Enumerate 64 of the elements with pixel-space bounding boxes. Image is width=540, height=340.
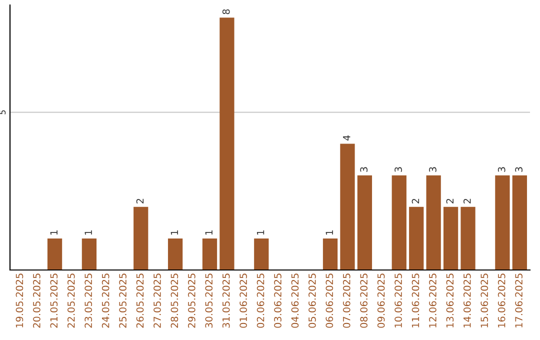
data-label: 1 bbox=[50, 230, 58, 235]
bar bbox=[340, 144, 355, 270]
data-label: 2 bbox=[463, 198, 471, 204]
data-label: 3 bbox=[498, 167, 506, 172]
bar bbox=[357, 175, 372, 270]
x-tick-label: 04.06.2025 bbox=[291, 274, 299, 328]
bar bbox=[202, 238, 218, 270]
x-tick-label: 22.05.2025 bbox=[67, 274, 75, 328]
x-tick-label: 09.06.2025 bbox=[377, 274, 385, 328]
x-tick-label: 27.05.2025 bbox=[154, 274, 161, 328]
x-tick-label: 01.06.2025 bbox=[240, 274, 247, 328]
bar bbox=[254, 238, 269, 270]
data-label: 2 bbox=[446, 198, 454, 204]
bar bbox=[426, 175, 441, 270]
x-tick-label: 11.06.2025 bbox=[412, 274, 420, 328]
data-label: 1 bbox=[205, 230, 212, 235]
x-tick-label: 15.06.2025 bbox=[480, 274, 488, 328]
bar bbox=[443, 206, 458, 270]
x-tick-label: 23.05.2025 bbox=[84, 274, 92, 328]
bar bbox=[512, 175, 527, 270]
x-tick-label: 13.06.2025 bbox=[446, 274, 454, 328]
x-tick-label: 10.06.2025 bbox=[394, 274, 402, 328]
bar bbox=[220, 18, 234, 270]
bar bbox=[82, 238, 97, 270]
bar bbox=[409, 206, 424, 270]
x-tick-label: 17.06.2025 bbox=[515, 274, 522, 328]
data-label: 3 bbox=[515, 167, 522, 172]
x-tick-label: 03.06.2025 bbox=[274, 274, 282, 328]
x-tick-label: 16.06.2025 bbox=[498, 274, 506, 328]
x-tick-label: 31.05.2025 bbox=[222, 274, 230, 328]
data-label: 3 bbox=[360, 167, 368, 172]
data-label: 1 bbox=[256, 230, 264, 235]
x-tick-label: 07.06.2025 bbox=[342, 274, 350, 328]
bar bbox=[322, 238, 338, 270]
x-tick-label: 29.05.2025 bbox=[188, 274, 196, 328]
data-label: 2 bbox=[412, 198, 420, 204]
x-tick-label: 08.06.2025 bbox=[360, 274, 368, 328]
x-tick-label: 30.05.2025 bbox=[205, 274, 213, 328]
bar bbox=[134, 206, 148, 270]
data-label: 1 bbox=[326, 230, 333, 235]
x-tick-label: 14.06.2025 bbox=[463, 274, 471, 328]
x-tick-label: 26.05.2025 bbox=[136, 274, 144, 328]
data-label: 1 bbox=[170, 230, 178, 235]
x-tick-label: 21.05.2025 bbox=[50, 274, 58, 328]
data-label: 1 bbox=[84, 230, 92, 235]
x-tick-label: 24.05.2025 bbox=[102, 274, 110, 328]
x-tick-label: 02.06.2025 bbox=[256, 274, 264, 328]
x-tick-label: 05.06.2025 bbox=[308, 274, 316, 328]
x-tick-label: 12.06.2025 bbox=[429, 274, 436, 328]
data-label: 8 bbox=[222, 9, 230, 14]
bar bbox=[392, 175, 406, 270]
data-label: 2 bbox=[136, 198, 144, 204]
x-tick-label: 20.05.2025 bbox=[33, 274, 40, 328]
bar bbox=[47, 238, 62, 270]
bar bbox=[168, 238, 183, 270]
data-label: 4 bbox=[343, 135, 350, 141]
data-label: 3 bbox=[394, 167, 402, 172]
x-tick-label: 28.05.2025 bbox=[170, 274, 178, 328]
x-tick-label: 19.05.2025 bbox=[16, 274, 24, 328]
x-tick-label: 06.06.2025 bbox=[326, 274, 334, 328]
x-tick-label: 25.05.2025 bbox=[119, 274, 126, 328]
bar bbox=[495, 175, 510, 270]
data-label: 3 bbox=[429, 167, 436, 172]
bar bbox=[460, 206, 476, 270]
